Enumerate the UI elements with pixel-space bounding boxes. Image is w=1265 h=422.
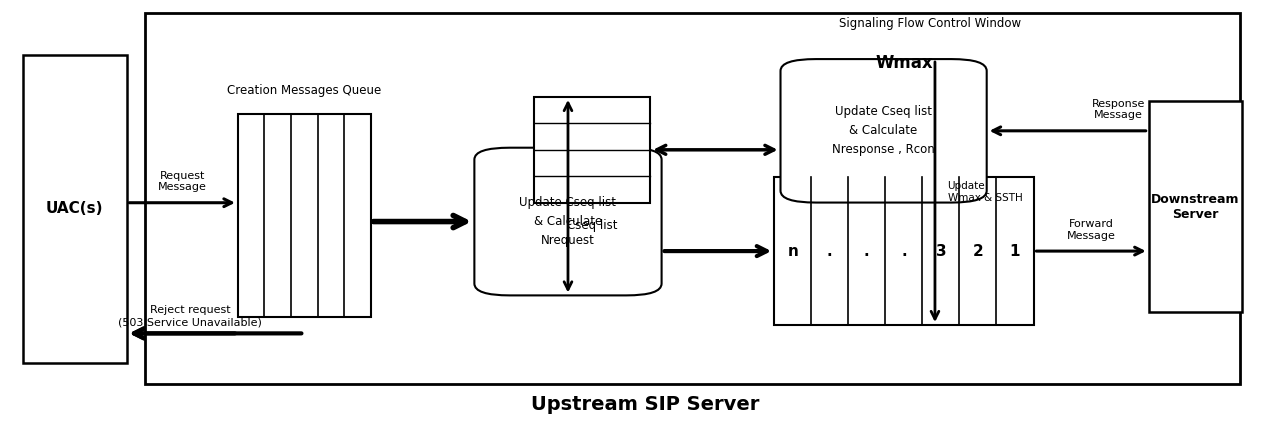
Text: .: . (864, 243, 869, 259)
Text: Reject request
(503 Service Unavailable): Reject request (503 Service Unavailable) (118, 306, 262, 327)
Text: UAC(s): UAC(s) (46, 201, 104, 216)
Text: Response
Message: Response Message (1092, 99, 1145, 120)
Text: Update Cseq list
& Calculate
Nresponse , Rcon: Update Cseq list & Calculate Nresponse ,… (832, 106, 935, 156)
FancyBboxPatch shape (474, 148, 662, 295)
FancyBboxPatch shape (145, 13, 1240, 384)
Text: Signaling Flow Control Window: Signaling Flow Control Window (839, 16, 1021, 30)
FancyBboxPatch shape (534, 97, 650, 203)
Text: 2: 2 (973, 243, 983, 259)
Text: .: . (827, 243, 832, 259)
FancyBboxPatch shape (1149, 101, 1242, 312)
Text: 1: 1 (1009, 243, 1021, 259)
Text: Update Cseq list
& Calculate
Nrequest: Update Cseq list & Calculate Nrequest (520, 196, 616, 247)
Text: .: . (901, 243, 907, 259)
Text: Request
Message: Request Message (158, 170, 206, 192)
Text: Wmax: Wmax (875, 54, 934, 72)
Text: n: n (787, 243, 798, 259)
Text: Forward
Message: Forward Message (1066, 219, 1116, 241)
Text: Creation Messages Queue: Creation Messages Queue (228, 84, 381, 97)
FancyBboxPatch shape (781, 59, 987, 203)
Text: Cseq list: Cseq list (567, 219, 617, 233)
FancyBboxPatch shape (774, 177, 1034, 325)
Text: Upstream SIP Server: Upstream SIP Server (531, 395, 759, 414)
FancyBboxPatch shape (23, 55, 126, 363)
FancyBboxPatch shape (238, 114, 371, 316)
Text: Update
Wmax & SSTH: Update Wmax & SSTH (947, 181, 1022, 203)
Text: 3: 3 (936, 243, 946, 259)
Text: Downstream
Server: Downstream Server (1151, 193, 1240, 221)
